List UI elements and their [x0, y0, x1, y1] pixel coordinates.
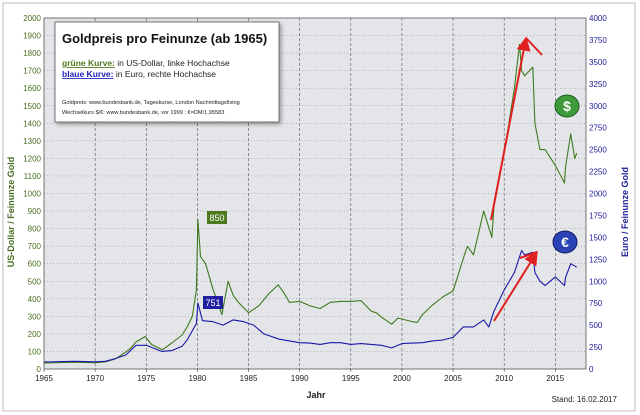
x-tick-label: 2010: [495, 374, 513, 383]
right-tick-label: 2500: [589, 146, 607, 155]
legend-blue: blaue Kurve: in Euro, rechte Hochachse: [62, 69, 216, 79]
left-tick-label: 100: [28, 347, 42, 356]
x-tick-label: 1980: [188, 374, 206, 383]
left-tick-label: 0: [37, 365, 42, 374]
x-tick-label: 1975: [137, 374, 155, 383]
left-tick-label: 800: [28, 225, 42, 234]
x-tick-label: 1965: [35, 374, 53, 383]
series-lines: [43, 43, 578, 364]
trend-arrow-usd-tail: [525, 37, 543, 56]
legend-blue-desc: in Euro, rechte Hochachse: [114, 69, 217, 79]
left-tick-label: 2000: [23, 14, 41, 23]
svg-text:850: 850: [209, 213, 224, 223]
right-axis-title: Euro / Feinunze Gold: [620, 167, 630, 257]
footer-date: Stand: 16.02.2017: [552, 395, 618, 404]
trend-arrow-usd: [490, 36, 531, 221]
eur-series-line: [43, 249, 578, 363]
x-tick-label: 2000: [393, 374, 411, 383]
right-tick-label: 2750: [589, 124, 607, 133]
x-tick-label: 1995: [342, 374, 360, 383]
legend-box: [54, 21, 280, 123]
trend-arrow-eur: [493, 250, 538, 322]
left-tick-label: 400: [28, 295, 42, 304]
peak-label-eur: 751: [203, 296, 223, 309]
left-tick-label: 200: [28, 330, 42, 339]
euro-icon: €: [552, 230, 578, 254]
chart-title: Goldpreis pro Feinunze (ab 1965): [62, 31, 267, 46]
left-tick-label: 1500: [23, 102, 41, 111]
x-tick-label: 1985: [240, 374, 258, 383]
right-tick-label: 1500: [589, 233, 607, 242]
right-tick-label: 1000: [589, 277, 607, 286]
legend-green-label: grüne Kurve:: [62, 58, 115, 68]
left-tick-label: 700: [28, 242, 42, 251]
right-tick-label: 1750: [589, 211, 607, 220]
source-line-2: Wechselkurs $/€: www.bundesbank.de, vor …: [62, 110, 224, 116]
right-tick-label: 3000: [589, 102, 607, 111]
x-axis-title: Jahr: [306, 390, 326, 400]
right-tick-label: 250: [589, 343, 603, 352]
x-tick-label: 1970: [86, 374, 104, 383]
left-tick-label: 1900: [23, 32, 41, 41]
left-tick-label: 500: [28, 277, 42, 286]
svg-text:€: €: [561, 234, 569, 250]
svg-text:$: $: [563, 98, 571, 114]
x-tick-label: 2015: [546, 374, 564, 383]
right-tick-label: 2000: [589, 190, 607, 199]
left-tick-label: 1800: [23, 49, 41, 58]
x-axis-ticks: 1965 1970 1975 1980 1985 1990 1995 2000 2005 2010…: [35, 369, 565, 383]
left-tick-label: 1000: [23, 190, 41, 199]
right-tick-label: 1250: [589, 255, 607, 264]
right-tick-label: 0: [589, 365, 594, 374]
right-tick-label: 3250: [589, 80, 607, 89]
x-tick-label: 1990: [291, 374, 309, 383]
right-tick-label: 500: [589, 321, 603, 330]
dollar-icon: $: [554, 94, 580, 118]
left-axis-title: US-Dollar / Feinunze Gold: [6, 157, 16, 268]
right-tick-label: 4000: [589, 14, 607, 23]
left-tick-label: 600: [28, 260, 42, 269]
left-axis-ticks: 0 100 200 300 400 500 600 700 800 900 1000 1100 1200…: [23, 14, 41, 374]
left-tick-label: 1300: [23, 137, 41, 146]
peak-label-usd: 850: [207, 211, 227, 224]
plot-border: [43, 17, 587, 370]
svg-text:751: 751: [205, 298, 220, 308]
right-axis-ticks: 0 250 500 750 1000 1250 1500 1750 2000 2250 2500 27…: [589, 14, 607, 374]
legend-blue-label: blaue Kurve:: [62, 69, 114, 79]
right-tick-label: 3750: [589, 36, 607, 45]
x-tick-label: 2005: [444, 374, 462, 383]
source-line-1: Goldpreis: www.bundesbank.de, Tageskurse…: [62, 100, 240, 106]
left-tick-label: 300: [28, 312, 42, 321]
legend-green: grüne Kurve: in US-Dollar, linke Hochach…: [62, 58, 230, 68]
right-tick-label: 2250: [589, 168, 607, 177]
left-tick-label: 1200: [23, 154, 41, 163]
right-tick-label: 750: [589, 299, 603, 308]
left-tick-label: 1400: [23, 119, 41, 128]
right-tick-label: 3500: [589, 58, 607, 67]
left-tick-label: 1700: [23, 67, 41, 76]
left-tick-label: 1600: [23, 84, 41, 93]
left-tick-label: 900: [28, 207, 42, 216]
trend-arrow-eur-tail: [519, 251, 538, 259]
left-tick-label: 1100: [24, 172, 42, 181]
usd-series-line: [43, 43, 578, 364]
legend-green-desc: in US-Dollar, linke Hochachse: [115, 58, 230, 68]
